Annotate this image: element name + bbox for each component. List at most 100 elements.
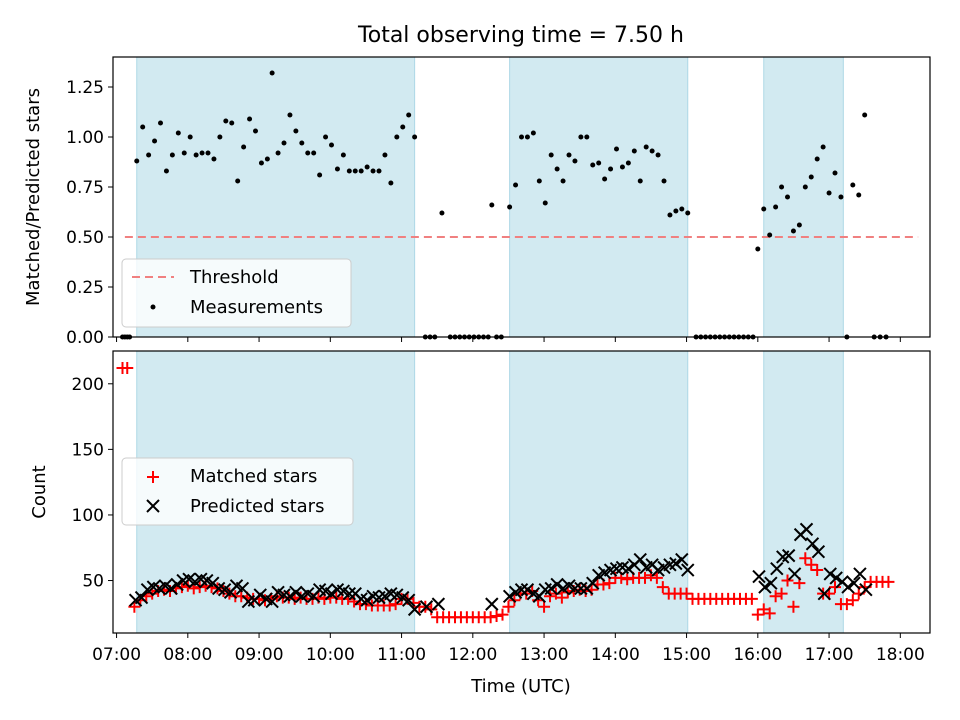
measurement-point: [293, 128, 299, 134]
measurement-point: [802, 184, 808, 190]
matched-star-point: [490, 609, 503, 622]
measurement-point: [247, 116, 253, 122]
predicted-star-point: [817, 586, 832, 601]
measurement-point: [269, 70, 275, 76]
measurement-point: [826, 190, 832, 196]
measurement-point: [667, 212, 673, 218]
measurement-point: [761, 206, 767, 212]
measurement-point: [655, 152, 661, 158]
measurement-point: [637, 178, 643, 184]
predicted-star-point: [574, 581, 588, 596]
predicted-star-point: [811, 544, 826, 559]
measurement-point: [619, 164, 625, 170]
predicted-star-point: [544, 581, 558, 596]
predicted-star-point: [324, 586, 339, 601]
predicted-star-point: [164, 581, 178, 596]
matched-star-point: [544, 590, 556, 603]
matched-star-point: [763, 607, 776, 620]
predicted-star-point: [265, 594, 279, 609]
measurement-point: [329, 142, 334, 148]
measurement-point: [382, 152, 388, 158]
measurement-point: [631, 148, 637, 154]
measurement-point: [832, 170, 838, 176]
predicted-star-point: [419, 600, 434, 614]
measurement-point: [388, 180, 394, 186]
measurement-point: [299, 140, 305, 146]
observing-window-band: [763, 56, 844, 338]
measurement-point: [352, 168, 358, 174]
legend-top: Threshold Measurements: [121, 258, 352, 328]
measurement-point: [205, 150, 211, 156]
measurement-point: [323, 134, 329, 140]
measurement-point: [439, 210, 445, 216]
x-tick-label: 09:00: [235, 645, 284, 665]
measurement-point: [223, 118, 229, 124]
y-tick-label: 0.25: [66, 278, 104, 298]
measurement-point: [554, 166, 560, 172]
predicted-star-point: [621, 562, 636, 576]
predicted-star-point: [514, 583, 529, 597]
measurement-point: [679, 206, 685, 212]
predicted-star-point: [485, 597, 499, 611]
predicted-star-point: [847, 576, 861, 590]
y-tick-label: 50: [82, 572, 104, 592]
legend-bottom: Matched stars Predicted stars: [121, 457, 354, 526]
legend-box-top: [121, 258, 352, 328]
measurement-point: [258, 160, 264, 166]
predicted-star-point: [764, 576, 778, 590]
predicted-star-point: [520, 583, 535, 597]
star-count-series: [116, 362, 895, 624]
measurement-point: [507, 204, 513, 210]
matched-star-point: [484, 611, 497, 624]
matched-star-point: [538, 600, 551, 613]
axes-ticks-bottom: 50 100 150 200 07:00 08:00 09:00 10:00 11:00 12:0…: [72, 375, 925, 665]
predicted-star-point: [633, 552, 647, 567]
x-axis-label: Time (UTC): [470, 676, 571, 697]
measurement-point: [614, 146, 619, 152]
predicted-star-point: [805, 537, 820, 551]
measurement-point: [211, 156, 217, 162]
measurement-point: [560, 178, 566, 184]
predicted-star-point: [235, 581, 250, 596]
predicted-star-point: [669, 556, 683, 571]
predicted-star-point: [781, 548, 796, 563]
legend-label-matched: Matched stars: [190, 466, 317, 487]
measurement-point: [572, 158, 578, 164]
predicted-star-point: [431, 597, 446, 611]
measurement-point: [334, 166, 340, 172]
x-tick-label: 13:00: [520, 645, 569, 665]
measurement-point: [814, 156, 820, 162]
measurement-point: [253, 128, 258, 134]
predicted-star-point: [770, 562, 784, 576]
measurement-point: [566, 152, 572, 158]
predicted-star-point: [681, 563, 695, 577]
predicted-star-point: [752, 569, 766, 584]
measurement-point: [235, 178, 241, 184]
matched-star-point: [496, 608, 509, 621]
matched-star-point: [621, 573, 634, 586]
y-tick-label: 0.00: [66, 328, 104, 348]
matched-star-point: [502, 600, 515, 613]
predicted-star-point: [401, 593, 416, 607]
measurement-point: [152, 138, 158, 144]
x-tick-label: 08:00: [163, 645, 212, 665]
x-tick-label: 17:00: [805, 645, 854, 665]
matched-star-point: [389, 598, 402, 611]
matched-star-point: [787, 600, 800, 613]
predicted-star-point: [342, 586, 357, 601]
x-tick-label: 16:00: [733, 645, 782, 665]
predicted-star-point: [289, 585, 303, 600]
predicted-star-point: [675, 552, 689, 567]
x-tick-label: 18:00: [876, 645, 925, 665]
x-tick-label: 11:00: [377, 645, 426, 665]
axes-frame-top: [112, 56, 931, 338]
measurement-point: [755, 246, 761, 252]
chart-title: Total observing time = 7.50 h: [357, 23, 684, 48]
matched-star-point: [555, 591, 568, 604]
y-tick-label: 1.00: [66, 128, 104, 148]
measurement-point: [340, 152, 346, 158]
measurements-legend-swatch: [150, 304, 156, 310]
legend-label-predicted: Predicted stars: [190, 496, 324, 517]
legend-box-bottom: [121, 457, 354, 526]
measurement-point: [412, 134, 418, 140]
